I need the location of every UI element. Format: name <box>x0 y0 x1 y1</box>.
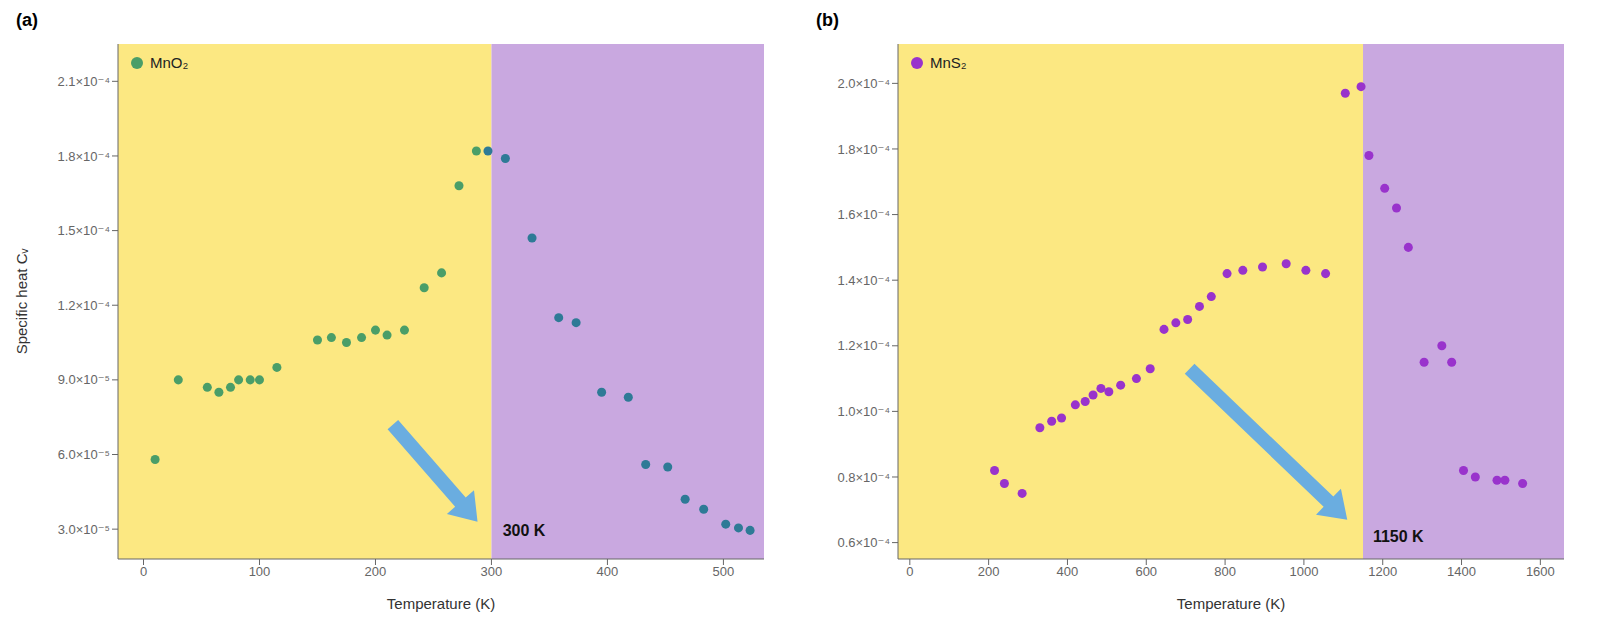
svg-text:Specific heat Cᵥ: Specific heat Cᵥ <box>13 248 30 354</box>
svg-text:1.8×10⁻⁴: 1.8×10⁻⁴ <box>837 142 890 157</box>
svg-text:1.5×10⁻⁴: 1.5×10⁻⁴ <box>57 223 110 238</box>
svg-text:1200: 1200 <box>1368 564 1397 579</box>
svg-text:1000: 1000 <box>1289 564 1318 579</box>
svg-text:1.4×10⁻⁴: 1.4×10⁻⁴ <box>837 273 890 288</box>
svg-text:0.8×10⁻⁴: 0.8×10⁻⁴ <box>837 470 890 485</box>
svg-text:Temperature (K): Temperature (K) <box>387 595 495 612</box>
svg-text:1150 K: 1150 K <box>1373 528 1424 545</box>
svg-text:1.0×10⁻⁴: 1.0×10⁻⁴ <box>837 404 890 419</box>
svg-text:2.1×10⁻⁴: 2.1×10⁻⁴ <box>57 74 110 89</box>
svg-text:400: 400 <box>1057 564 1079 579</box>
html-text:(a): (a) <box>16 10 38 30</box>
svg-text:300 K: 300 K <box>503 522 546 539</box>
svg-text:1.2×10⁻⁴: 1.2×10⁻⁴ <box>837 338 890 353</box>
svg-text:400: 400 <box>597 564 619 579</box>
svg-text:1.6×10⁻⁴: 1.6×10⁻⁴ <box>837 207 890 222</box>
svg-text:6.0×10⁻⁵: 6.0×10⁻⁵ <box>58 447 110 462</box>
html-text:(b): (b) <box>816 10 839 30</box>
svg-text:300: 300 <box>481 564 503 579</box>
svg-text:600: 600 <box>1135 564 1157 579</box>
svg-text:0.6×10⁻⁴: 0.6×10⁻⁴ <box>837 535 890 550</box>
html-text:MnS₂: MnS₂ <box>930 54 967 71</box>
svg-text:100: 100 <box>249 564 271 579</box>
svg-text:9.0×10⁻⁵: 9.0×10⁻⁵ <box>58 372 110 387</box>
svg-text:3.0×10⁻⁵: 3.0×10⁻⁵ <box>58 522 110 537</box>
svg-text:1.2×10⁻⁴: 1.2×10⁻⁴ <box>57 298 110 313</box>
svg-text:200: 200 <box>365 564 387 579</box>
svg-text:500: 500 <box>713 564 735 579</box>
svg-text:200: 200 <box>978 564 1000 579</box>
svg-text:1600: 1600 <box>1526 564 1555 579</box>
svg-text:0: 0 <box>140 564 147 579</box>
svg-text:Temperature (K): Temperature (K) <box>1177 595 1285 612</box>
html-text:MnO₂: MnO₂ <box>150 54 189 71</box>
svg-text:0: 0 <box>906 564 913 579</box>
svg-text:800: 800 <box>1214 564 1236 579</box>
svg-text:2.0×10⁻⁴: 2.0×10⁻⁴ <box>837 76 890 91</box>
svg-text:1.8×10⁻⁴: 1.8×10⁻⁴ <box>57 149 110 164</box>
svg-text:1400: 1400 <box>1447 564 1476 579</box>
